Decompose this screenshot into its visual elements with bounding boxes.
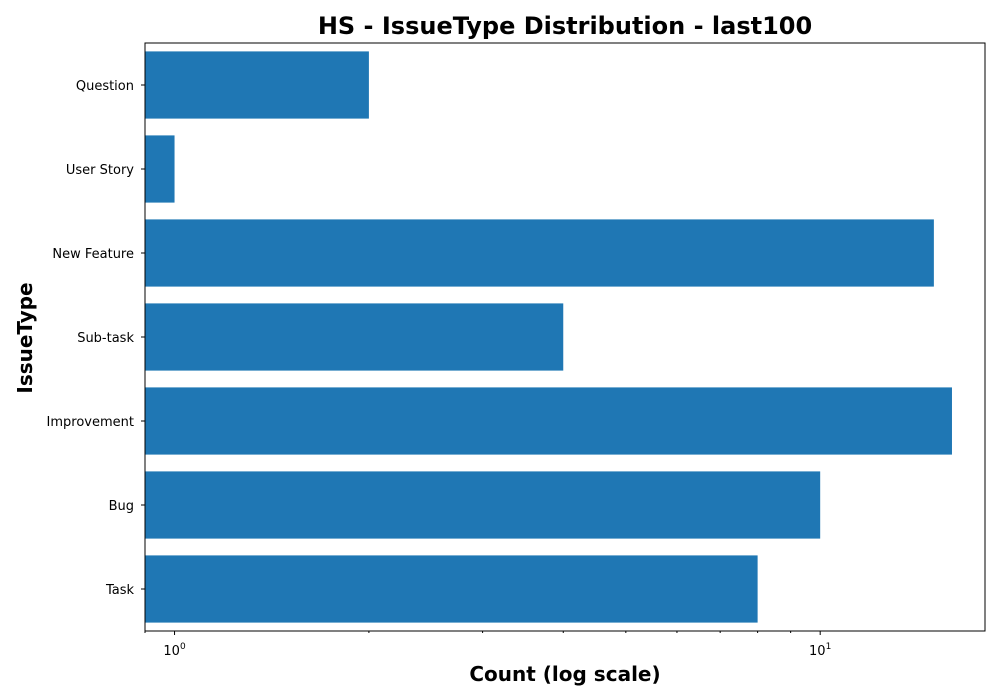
y-axis-ticks: Task Bug Improvement Sub-task New Feature Use… xyxy=(47,79,145,598)
x-axis-ticks: 100 101 xyxy=(144,631,831,659)
y-tick-label: Question xyxy=(76,79,134,94)
bar-question xyxy=(145,51,369,119)
x-tick-label: 101 xyxy=(809,642,831,659)
bar-user-story xyxy=(145,135,175,203)
bar-task xyxy=(145,555,758,623)
x-axis-label: Count (log scale) xyxy=(469,662,660,686)
y-tick-label: User Story xyxy=(66,163,134,178)
bar-bug xyxy=(145,471,821,539)
chart-title: HS - IssueType Distribution - last100 xyxy=(318,12,812,40)
y-tick-label: Bug xyxy=(109,499,134,514)
y-tick-label: Improvement xyxy=(47,415,134,430)
y-tick-label: New Feature xyxy=(52,247,134,262)
bar-improvement xyxy=(145,387,952,455)
bar-new-feature xyxy=(145,219,934,287)
y-axis-label: IssueType xyxy=(13,282,37,393)
bar-sub-task xyxy=(145,303,564,371)
x-tick-label: 100 xyxy=(163,642,186,659)
y-tick-label: Sub-task xyxy=(77,331,134,346)
bars-group xyxy=(145,51,952,623)
y-tick-label: Task xyxy=(105,583,135,598)
